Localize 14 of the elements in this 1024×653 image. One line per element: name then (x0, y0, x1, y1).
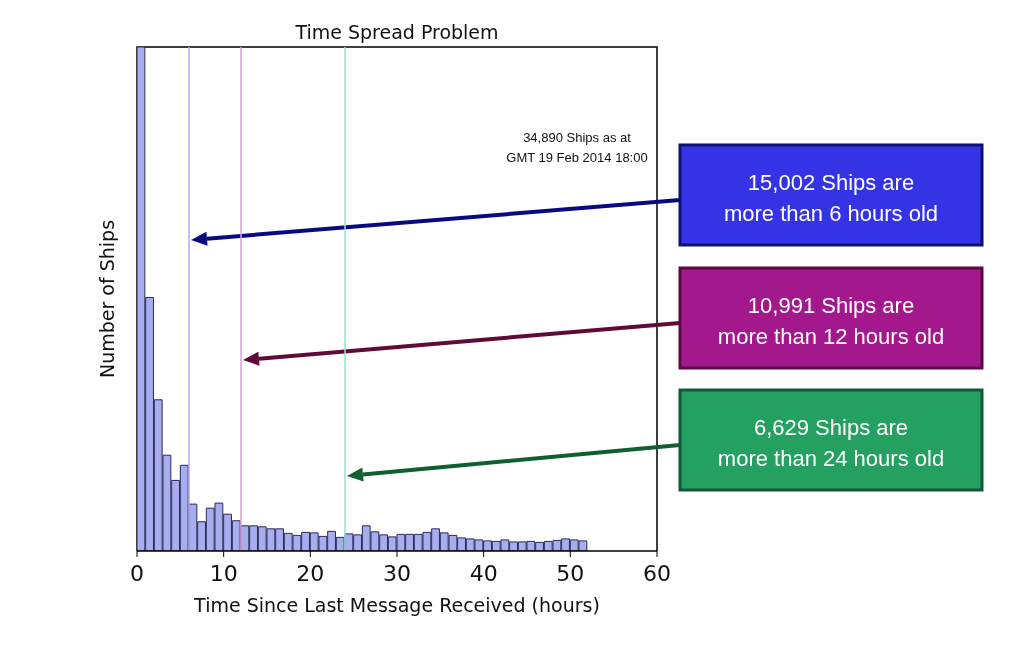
x-tick-label: 40 (469, 560, 498, 586)
text: 10,991 Ships are more than 12 hours old (717, 293, 945, 349)
y-axis-title: Number of Ships (96, 219, 118, 379)
x-tick-label: 30 (383, 560, 411, 586)
chart-title: Time Spread Problem (294, 21, 499, 43)
x-tick-label: 60 (643, 560, 671, 586)
annotation: 34,890 Ships as at GMT 19 Feb 2014 18:00 (506, 130, 648, 165)
x-tick-label: 10 (209, 560, 238, 586)
x-tick-label: 50 (556, 560, 585, 586)
x-tick-label: 20 (296, 560, 325, 586)
text: 15,002 Ships are more than 6 hours old (723, 170, 939, 226)
x-tick-label: 0 (130, 560, 144, 586)
x-axis-title: Time Since Last Message Received (hours) (193, 594, 600, 616)
text: 6,629 Ships are more than 24 hours old (717, 415, 945, 471)
